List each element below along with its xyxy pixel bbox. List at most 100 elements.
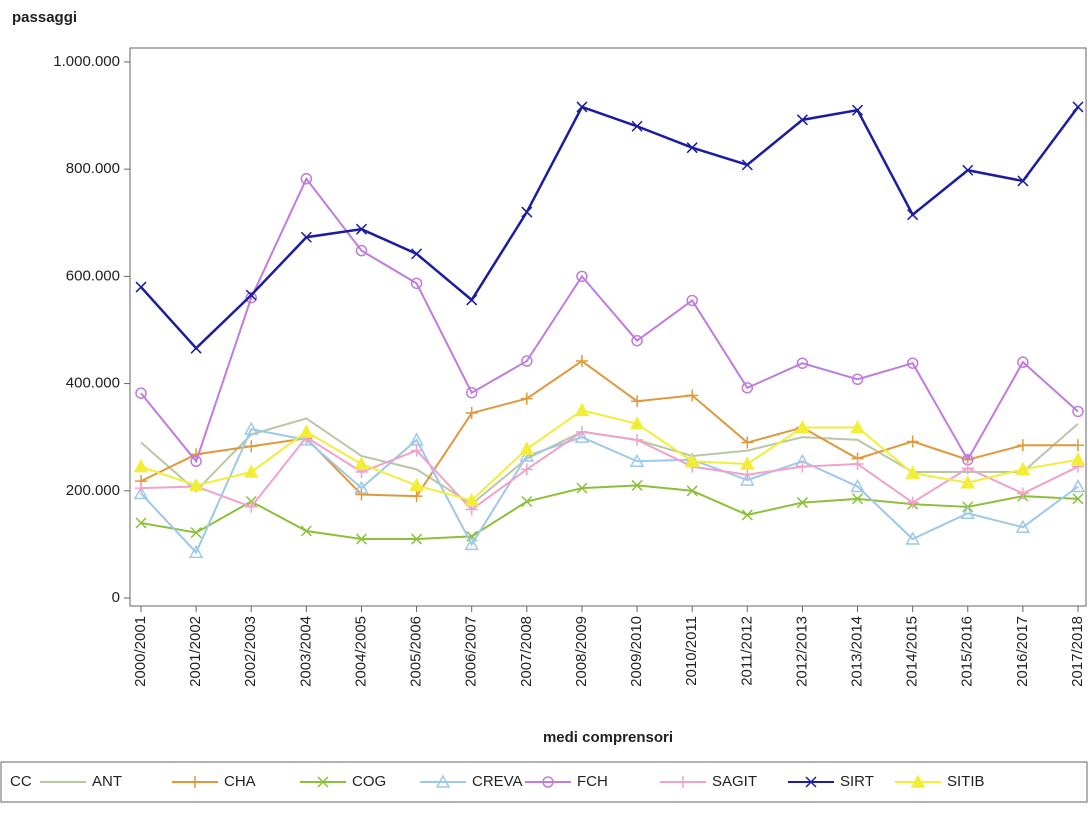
legend-title: CC (10, 773, 32, 790)
marker (189, 776, 201, 788)
x-tick-label: 2001/2002 (187, 616, 204, 687)
x-tick-label: 2008/2009 (573, 616, 590, 687)
marker (850, 478, 865, 493)
legend-frame (0, 761, 1088, 803)
series (135, 479, 1084, 545)
marker (741, 468, 754, 481)
marker (411, 248, 423, 260)
marker (631, 433, 644, 446)
marker (576, 482, 588, 494)
x-tick-label: 2014/2015 (904, 616, 921, 687)
legend-label: ANT (92, 773, 122, 790)
marker (686, 142, 698, 154)
marker (1016, 439, 1029, 452)
marker (1016, 487, 1029, 500)
series (133, 402, 1086, 507)
marker (1072, 101, 1084, 113)
y-axis-title: passaggi (12, 9, 77, 26)
marker (576, 101, 588, 113)
marker (521, 355, 533, 367)
marker (575, 425, 588, 438)
marker (851, 493, 864, 505)
marker (521, 206, 533, 218)
marker (519, 441, 535, 455)
series-line (140, 176, 1079, 464)
marker (188, 477, 204, 492)
marker (805, 776, 817, 788)
marker (300, 173, 313, 185)
marker (190, 342, 202, 354)
x-tick-label: 2017/2018 (1069, 616, 1086, 687)
marker (465, 386, 478, 399)
marker (135, 482, 147, 495)
marker (1072, 405, 1084, 418)
marker (464, 536, 479, 551)
marker (741, 382, 754, 394)
y-tick-label: 600.000 (66, 267, 120, 284)
x-tick-label: 2006/2007 (463, 616, 480, 687)
marker (1015, 519, 1031, 533)
marker (410, 277, 423, 290)
marker (245, 440, 258, 453)
marker (464, 492, 479, 507)
marker (409, 477, 424, 492)
x-tick-label: 2003/2004 (297, 616, 314, 687)
marker (542, 776, 554, 788)
marker (905, 465, 920, 479)
marker (245, 289, 257, 301)
marker (435, 774, 451, 788)
marker (519, 448, 535, 462)
marker (906, 435, 919, 448)
x-tick-label: 2011/2012 (738, 616, 755, 686)
series-line (140, 430, 1079, 511)
marker (906, 357, 919, 369)
marker (631, 120, 643, 132)
marker (300, 525, 312, 537)
marker (850, 419, 865, 434)
marker (575, 355, 588, 368)
marker (1072, 439, 1084, 452)
x-tick-label: 2009/2010 (628, 616, 645, 687)
marker (574, 429, 590, 443)
series-line (140, 105, 1080, 350)
marker (796, 497, 808, 509)
marker (355, 533, 368, 545)
marker (1072, 493, 1084, 505)
marker (355, 244, 368, 257)
marker (245, 292, 257, 304)
marker (631, 395, 644, 408)
marker (1017, 356, 1029, 368)
marker (851, 373, 864, 386)
series-line (140, 484, 1079, 541)
marker (521, 495, 533, 508)
y-tick-label: 800.000 (66, 160, 120, 177)
marker (851, 104, 864, 116)
marker (907, 209, 919, 221)
marker (631, 334, 643, 347)
legend-label: CREVA (472, 773, 523, 790)
marker (355, 223, 368, 235)
x-tick-label: 2005/2006 (408, 616, 425, 687)
marker (686, 294, 698, 307)
marker (960, 475, 976, 489)
marker (631, 479, 643, 491)
marker (520, 392, 533, 405)
x-tick-label: 2002/2003 (242, 616, 259, 687)
series (135, 355, 1084, 503)
marker (960, 505, 976, 520)
marker (354, 480, 369, 494)
marker (299, 424, 314, 438)
series-line (140, 409, 1079, 502)
x-axis-title: medi comprensori (543, 729, 673, 746)
legend-label: SIRT (840, 773, 874, 790)
marker (905, 531, 920, 545)
x-tick-label: 2015/2016 (959, 616, 976, 687)
marker (190, 455, 202, 468)
marker (740, 472, 755, 486)
series-line (140, 428, 1079, 555)
marker (411, 533, 423, 545)
marker (795, 419, 810, 434)
x-tick-label: 2010/2011 (683, 616, 700, 686)
x-tick-label: 2012/2013 (793, 616, 810, 687)
marker (961, 462, 974, 475)
